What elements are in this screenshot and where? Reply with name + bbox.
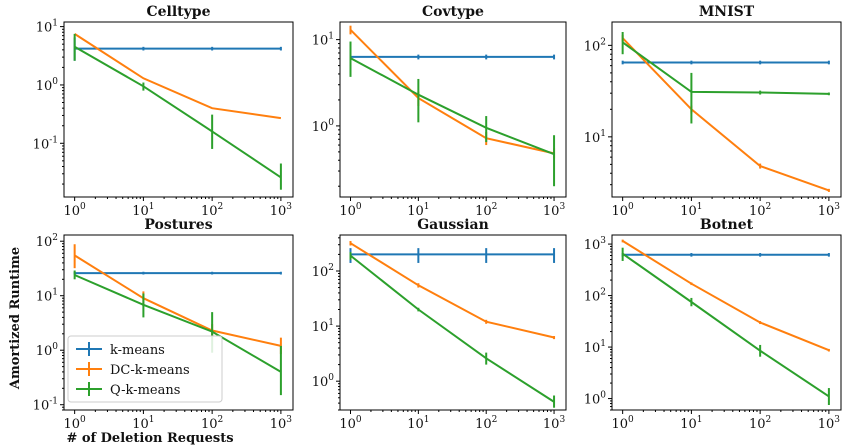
series-line bbox=[349, 242, 555, 339]
panel-title: Gaussian bbox=[417, 217, 489, 233]
x-tick-label: 102 bbox=[749, 202, 771, 219]
panel-covtype: Covtype 100 101 102 103 100 101 bbox=[312, 4, 567, 219]
series-k-means bbox=[73, 37, 282, 61]
legend-label: Q-k-means bbox=[110, 383, 180, 398]
series-k-means bbox=[349, 248, 556, 263]
x-tick-label: 100 bbox=[339, 415, 362, 432]
series-dc-k-means bbox=[74, 33, 282, 120]
plot-frame bbox=[611, 21, 842, 198]
series-line bbox=[350, 57, 555, 156]
series-dc-k-means bbox=[621, 239, 830, 352]
legend-entry-dc-k-means: DC-k-means bbox=[76, 362, 190, 378]
series-line bbox=[349, 29, 555, 155]
panel-botnet: Botnet 100 101 102 103 100 101 102 103 bbox=[584, 217, 842, 432]
series-line bbox=[622, 252, 830, 398]
series-line bbox=[621, 37, 830, 192]
series-q-k-means bbox=[621, 247, 830, 406]
series-k-means bbox=[621, 60, 830, 65]
series-q-k-means bbox=[73, 33, 282, 190]
series-line bbox=[74, 254, 282, 347]
y-tick-label: 102 bbox=[584, 288, 606, 305]
y-tick-label: 100 bbox=[584, 391, 607, 408]
series-dc-k-means bbox=[621, 34, 830, 192]
legend: k-means DC-k-means Q-k-means bbox=[67, 335, 223, 403]
legend-label: DC-k-means bbox=[110, 363, 190, 378]
y-tick-label: 100 bbox=[312, 373, 335, 390]
x-tick-label: 101 bbox=[407, 415, 429, 432]
y-tick-label: 101 bbox=[584, 129, 606, 146]
series-k-means bbox=[621, 253, 830, 257]
x-tick-label: 101 bbox=[407, 202, 429, 219]
x-tick-label: 101 bbox=[132, 202, 154, 219]
x-tick-label: 101 bbox=[132, 415, 154, 432]
panel-postures: Postures 100 101 102 103 10-1 100 101 102 bbox=[33, 217, 294, 432]
y-tick-label: 100 bbox=[36, 342, 59, 359]
plot-frame bbox=[611, 234, 842, 411]
series-q-k-means bbox=[349, 252, 556, 408]
x-tick-label: 102 bbox=[201, 415, 223, 432]
y-tick-label: 10-1 bbox=[33, 397, 58, 414]
y-axis-label: Amortized Runtime bbox=[8, 247, 23, 390]
panel-title: MNIST bbox=[699, 4, 755, 20]
x-tick-label: 102 bbox=[475, 415, 497, 432]
y-tick-label: 102 bbox=[312, 263, 334, 280]
series-dc-k-means bbox=[349, 241, 556, 340]
y-tick-label: 101 bbox=[36, 19, 58, 36]
panels: Celltype 100 101 102 103 10-1 100 101 Covtype 100… bbox=[33, 4, 842, 432]
y-tick-label: 100 bbox=[36, 77, 59, 94]
x-tick-label: 100 bbox=[64, 415, 87, 432]
y-tick-label: 101 bbox=[312, 318, 334, 335]
x-tick-label: 100 bbox=[64, 202, 87, 219]
series-q-k-means bbox=[621, 31, 830, 124]
legend-entry-q-k-means: Q-k-means bbox=[76, 382, 180, 398]
y-tick-label: 101 bbox=[36, 288, 58, 305]
y-tick-label: 101 bbox=[312, 32, 334, 49]
legend-label: k-means bbox=[110, 343, 165, 358]
x-axis-label: # of Deletion Requests bbox=[66, 431, 233, 446]
panel-title: Postures bbox=[144, 217, 212, 233]
y-tick-label: 102 bbox=[36, 233, 58, 250]
x-tick-label: 103 bbox=[543, 415, 566, 432]
y-tick-label: 103 bbox=[584, 236, 607, 253]
x-tick-label: 103 bbox=[270, 202, 293, 219]
series-line bbox=[622, 41, 829, 95]
panel-celltype: Celltype 100 101 102 103 10-1 100 101 bbox=[33, 4, 294, 219]
series-line bbox=[74, 274, 282, 373]
y-tick-label: 102 bbox=[584, 37, 606, 54]
x-tick-label: 101 bbox=[680, 202, 702, 219]
x-tick-label: 103 bbox=[818, 415, 841, 432]
legend-entry-k-means: k-means bbox=[76, 342, 165, 358]
panel-title: Botnet bbox=[700, 217, 754, 233]
x-tick-label: 102 bbox=[475, 202, 497, 219]
plot-frame bbox=[339, 21, 567, 198]
x-tick-label: 103 bbox=[270, 415, 293, 432]
x-tick-label: 101 bbox=[680, 415, 702, 432]
panel-title: Covtype bbox=[422, 4, 484, 20]
legend-box bbox=[67, 335, 223, 403]
x-tick-label: 100 bbox=[612, 415, 635, 432]
plot-frame bbox=[63, 234, 294, 411]
x-tick-label: 100 bbox=[612, 202, 635, 219]
panel-gaussian: Gaussian 100 101 102 103 100 101 102 bbox=[312, 217, 567, 432]
y-tick-label: 10-1 bbox=[33, 135, 58, 152]
series-q-k-means bbox=[349, 41, 556, 187]
y-tick-label: 100 bbox=[312, 118, 335, 135]
x-tick-label: 103 bbox=[818, 202, 841, 219]
panel-title: Celltype bbox=[147, 4, 211, 20]
series-dc-k-means bbox=[349, 25, 556, 159]
series-line bbox=[349, 254, 555, 403]
series-line bbox=[74, 33, 282, 120]
x-tick-label: 103 bbox=[543, 202, 566, 219]
series-k-means bbox=[349, 54, 556, 60]
x-tick-label: 102 bbox=[749, 415, 771, 432]
plot-frame bbox=[63, 21, 294, 198]
series-line bbox=[622, 240, 830, 352]
panel-mnist: MNIST 100 101 102 103 101 102 bbox=[584, 4, 842, 219]
y-tick-label: 101 bbox=[584, 339, 606, 356]
series-line bbox=[74, 45, 282, 179]
x-tick-label: 102 bbox=[201, 202, 223, 219]
plot-frame bbox=[339, 234, 567, 411]
x-tick-label: 100 bbox=[339, 202, 362, 219]
